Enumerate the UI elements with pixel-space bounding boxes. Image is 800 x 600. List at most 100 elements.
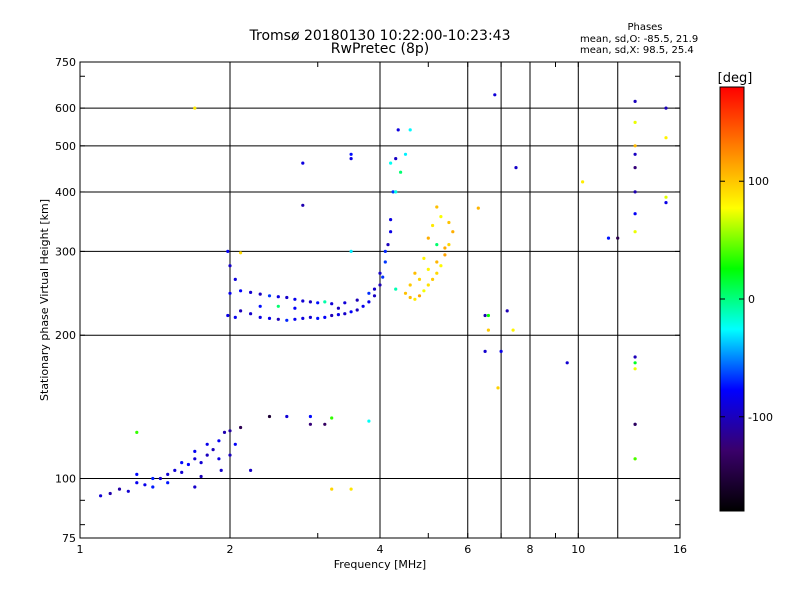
chart-title: Tromsø 20180130 10:22:00-10:23:43 <box>249 28 511 44</box>
data-point <box>633 457 637 461</box>
data-point <box>285 414 289 419</box>
data-point <box>565 361 569 365</box>
data-point <box>394 157 398 161</box>
data-point <box>249 468 253 472</box>
data-point <box>316 301 320 305</box>
colorbar-label: [deg] <box>718 71 753 86</box>
data-point <box>336 306 340 310</box>
data-point <box>435 271 439 275</box>
data-point <box>378 283 382 287</box>
data-point <box>330 487 334 491</box>
data-point <box>422 289 426 293</box>
data-point <box>633 361 637 365</box>
data-point <box>361 304 365 308</box>
data-point <box>330 313 334 318</box>
data-point <box>135 481 139 485</box>
y-tick-label: 400 <box>55 186 76 199</box>
data-point <box>389 218 393 222</box>
data-point <box>367 291 371 295</box>
data-point <box>664 201 668 205</box>
data-point <box>330 302 334 306</box>
data-point <box>186 462 190 467</box>
data-point <box>258 304 262 308</box>
data-point <box>205 442 209 446</box>
data-point <box>435 260 439 264</box>
data-point <box>606 236 611 240</box>
data-point <box>413 271 417 275</box>
data-point <box>239 309 243 313</box>
data-point <box>193 485 197 489</box>
data-point <box>158 476 162 481</box>
data-point <box>135 472 139 476</box>
data-point <box>233 442 237 446</box>
data-point <box>399 170 403 174</box>
data-point <box>633 367 637 371</box>
colorbar-tick-label: -100 <box>748 411 773 424</box>
data-point <box>151 485 155 489</box>
data-point <box>226 313 230 318</box>
x-tick-label: 10 <box>571 543 585 556</box>
data-point <box>486 328 490 332</box>
data-point <box>199 461 203 465</box>
data-point <box>383 260 387 264</box>
data-point <box>439 215 443 219</box>
data-point <box>431 223 435 228</box>
data-point <box>505 309 509 313</box>
data-point <box>447 220 451 225</box>
data-point <box>633 190 637 194</box>
data-point <box>301 316 305 320</box>
data-point <box>193 457 197 461</box>
data-point <box>285 318 289 322</box>
data-point <box>239 251 243 255</box>
data-point <box>483 313 487 318</box>
colorbar: [deg] 100 0 -100 <box>718 71 773 512</box>
data-point <box>633 355 637 359</box>
data-point <box>193 449 197 453</box>
data-point <box>228 453 232 457</box>
data-point <box>367 300 371 304</box>
data-point <box>349 152 353 156</box>
data-point <box>301 203 305 207</box>
plot-axes: 1 2 4 6 8 10 16 75 100 200 300 400 500 600 750 <box>55 56 687 556</box>
data-point <box>226 249 230 253</box>
data-point <box>378 271 382 275</box>
data-point <box>372 287 377 291</box>
data-point <box>323 300 327 304</box>
data-point <box>293 306 297 310</box>
data-point <box>330 416 334 420</box>
data-point <box>633 144 637 148</box>
data-point <box>293 317 297 321</box>
data-point <box>408 283 412 287</box>
data-point <box>301 299 305 303</box>
data-point <box>211 448 215 452</box>
data-point <box>403 152 408 156</box>
data-point <box>581 180 585 184</box>
data-point <box>205 453 209 457</box>
data-point <box>233 277 237 281</box>
data-point <box>276 317 280 321</box>
data-point <box>228 429 232 433</box>
data-point <box>496 386 500 390</box>
plot-grid <box>80 62 680 538</box>
data-point <box>349 310 353 314</box>
data-point <box>389 161 393 165</box>
data-point <box>276 304 280 308</box>
data-point <box>267 316 272 320</box>
data-point <box>336 313 340 317</box>
y-tick-label: 100 <box>55 473 76 486</box>
x-tick-label: 6 <box>464 543 471 556</box>
data-point <box>349 487 353 491</box>
data-point <box>222 430 227 434</box>
data-point <box>493 93 497 97</box>
x-axis-label: Frequency [MHz] <box>334 558 426 571</box>
data-point <box>386 243 390 247</box>
data-point <box>323 422 327 426</box>
chart-title-group: Tromsø 20180130 10:22:00-10:23:43 RwPret… <box>249 28 511 57</box>
data-point <box>301 161 305 165</box>
data-point <box>664 106 668 110</box>
y-tick-label: 750 <box>55 56 76 69</box>
data-point <box>355 298 359 302</box>
data-point <box>417 277 422 281</box>
data-point <box>276 295 280 299</box>
data-point <box>403 291 408 295</box>
